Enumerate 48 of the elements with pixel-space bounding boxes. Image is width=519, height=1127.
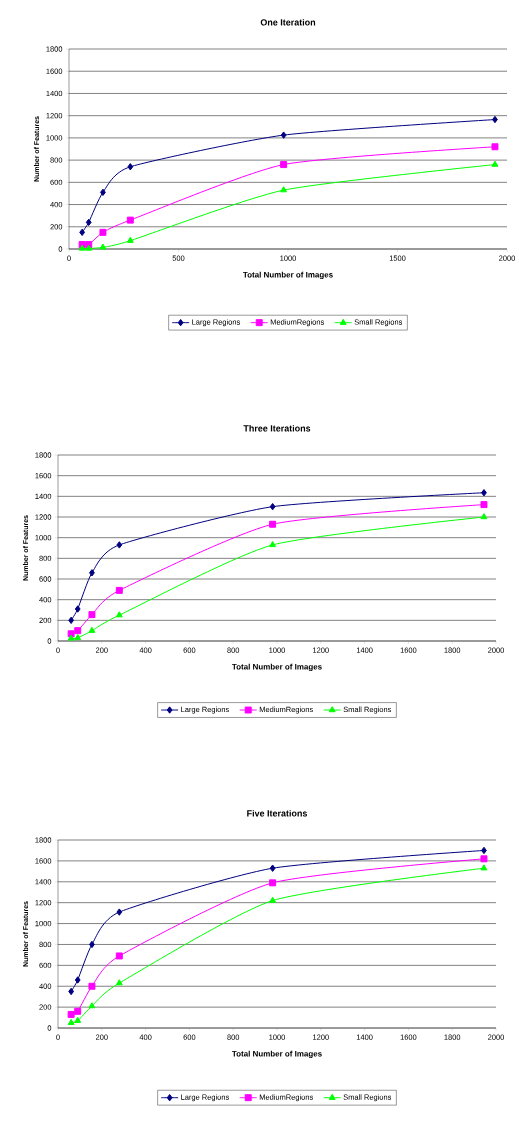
point: [88, 626, 96, 633]
point: [481, 489, 487, 497]
point: [126, 216, 134, 224]
point: [126, 236, 134, 243]
point: [491, 143, 499, 151]
point: [88, 982, 96, 990]
point: [74, 605, 81, 613]
point: [115, 979, 123, 986]
point: [74, 634, 82, 641]
point: [115, 586, 123, 594]
point: [269, 864, 276, 872]
point: [127, 163, 134, 171]
point: [280, 186, 288, 193]
point: [269, 896, 277, 903]
point: [269, 541, 277, 548]
point: [116, 541, 123, 549]
point: [491, 160, 499, 167]
point: [269, 502, 276, 511]
point: [88, 1002, 96, 1009]
point: [74, 976, 81, 984]
point: [88, 611, 96, 619]
point: [89, 569, 95, 577]
chart-title: Five Iterations: [247, 809, 308, 817]
point: [480, 513, 488, 520]
point: [280, 161, 288, 169]
point: [115, 611, 123, 618]
point: [480, 864, 488, 871]
point: [68, 616, 75, 625]
point: [480, 855, 488, 863]
point: [74, 1007, 82, 1015]
point: [85, 218, 92, 227]
point: [269, 879, 277, 887]
chart-title: Three Iterations: [243, 424, 311, 432]
chart-title: One Iteration: [260, 18, 316, 26]
point: [67, 634, 75, 641]
point: [99, 243, 107, 250]
point: [74, 1016, 82, 1023]
point: [280, 131, 287, 139]
point: [116, 908, 123, 916]
point: [74, 627, 82, 635]
point: [67, 1018, 75, 1025]
point: [79, 228, 86, 237]
point: [269, 520, 277, 528]
point: [67, 1010, 75, 1018]
point: [115, 952, 123, 960]
point: [68, 987, 75, 996]
point: [480, 501, 488, 509]
point: [99, 228, 107, 236]
